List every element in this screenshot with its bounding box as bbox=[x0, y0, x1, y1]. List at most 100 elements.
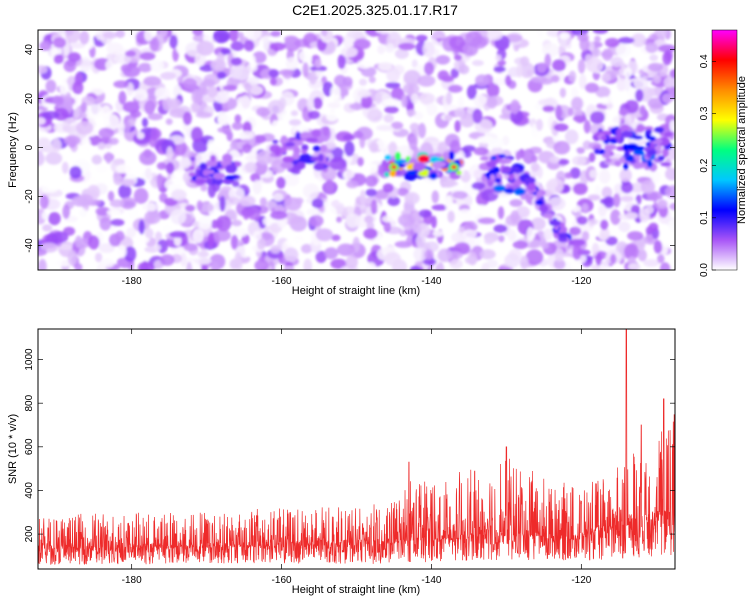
heatmap-cell bbox=[42, 224, 53, 232]
heatmap-feature-cell bbox=[535, 199, 544, 206]
heatmap-cell bbox=[38, 150, 44, 166]
heatmap-cell bbox=[625, 212, 639, 220]
heatmap-cell bbox=[122, 101, 140, 113]
heatmap-cell bbox=[543, 228, 553, 241]
heatmap-cell bbox=[217, 127, 232, 133]
heatmap-cell bbox=[290, 110, 299, 117]
heatmap-cell bbox=[647, 62, 664, 72]
heatmap-cell bbox=[118, 184, 132, 199]
heatmap-cell bbox=[497, 59, 507, 67]
heatmap-feature-cell bbox=[623, 162, 629, 171]
snr-panel: -180 -160 -140 -120 200 400 600 800 1000 Height… bbox=[7, 328, 676, 596]
heatmap-feature-cell bbox=[384, 154, 392, 161]
heatmap-cell bbox=[298, 50, 310, 62]
heatmap-cell bbox=[437, 248, 453, 263]
heatmap-cell bbox=[502, 135, 510, 146]
heatmap-cell bbox=[98, 127, 115, 139]
heatmap-feature-cell bbox=[524, 177, 536, 184]
heatmap-cell bbox=[359, 78, 367, 86]
heatmap-cell bbox=[336, 216, 342, 223]
heatmap-cell bbox=[170, 208, 187, 225]
heatmap-cell bbox=[452, 191, 468, 199]
heatmap-cell bbox=[416, 233, 426, 249]
heatmap-cell bbox=[337, 54, 346, 70]
heatmap-cell bbox=[464, 30, 483, 47]
heatmap-cell bbox=[594, 35, 601, 43]
heatmap-cell bbox=[230, 41, 244, 52]
heatmap-cell bbox=[107, 190, 115, 202]
heatmap-cell bbox=[608, 91, 620, 104]
heatmap-cell bbox=[306, 97, 315, 112]
heatmap-cell bbox=[398, 213, 415, 227]
heatmap-cell bbox=[568, 238, 586, 247]
heatmap-cell bbox=[653, 74, 662, 84]
heatmap-cell bbox=[346, 30, 365, 39]
heatmap-cell bbox=[73, 108, 80, 119]
heatmap-cell bbox=[631, 33, 647, 48]
heatmap-cell bbox=[356, 59, 372, 69]
heatmap-cell bbox=[613, 193, 621, 208]
heatmap-cell bbox=[51, 231, 69, 243]
heatmap-cell bbox=[207, 139, 216, 152]
heatmap-cell bbox=[45, 152, 63, 165]
heatmap-feature-cell bbox=[280, 161, 294, 169]
heatmap-feature-cell bbox=[660, 162, 672, 167]
heatmap-cell bbox=[515, 206, 531, 218]
heatmap-feature-cell bbox=[429, 172, 438, 180]
heatmap-cell bbox=[660, 262, 671, 270]
heatmap-feature-cell bbox=[498, 154, 506, 158]
heatmap-cell bbox=[572, 244, 582, 260]
heatmap-cell bbox=[509, 199, 523, 207]
heatmap-cell bbox=[610, 168, 618, 175]
heatmap-cell bbox=[113, 80, 130, 89]
heatmap-cell bbox=[38, 248, 47, 257]
heatmap-cell bbox=[369, 141, 379, 153]
heatmap-feature-cell bbox=[389, 170, 396, 177]
heatmap-cell bbox=[365, 206, 373, 218]
heatmap-cell bbox=[154, 244, 162, 251]
heatmap-cell bbox=[403, 69, 421, 86]
heatmap-feature-cell bbox=[394, 151, 402, 161]
heatmap-cell bbox=[413, 247, 428, 262]
heatmap-cell bbox=[196, 200, 203, 211]
heatmap-cell bbox=[473, 147, 489, 156]
heatmap-cell bbox=[150, 59, 165, 73]
heatmap-cell bbox=[657, 254, 665, 264]
heatmap-cell bbox=[324, 179, 335, 194]
heatmap-cell bbox=[572, 182, 588, 195]
heatmap-cell bbox=[589, 169, 598, 179]
heatmap-cell bbox=[623, 67, 633, 78]
heatmap-cell bbox=[599, 260, 610, 270]
heatmap-cell bbox=[192, 30, 204, 36]
heatmap-cell bbox=[85, 103, 104, 119]
heatmap-cell bbox=[365, 262, 377, 270]
heatmap-cell bbox=[623, 76, 631, 92]
heatmap-cell bbox=[357, 157, 364, 167]
heatmap-feature-cell bbox=[614, 160, 622, 167]
heatmap-feature-cell bbox=[292, 152, 300, 160]
heatmap-feature-cell bbox=[633, 149, 645, 156]
heatmap-cell bbox=[576, 216, 588, 225]
heatmap-cell bbox=[324, 247, 339, 260]
heatmap-cell bbox=[159, 254, 175, 266]
heatmap-cell bbox=[75, 121, 94, 135]
heatmap-cell bbox=[536, 30, 544, 38]
heatmap-cell bbox=[477, 217, 496, 225]
heatmap-cell bbox=[498, 235, 505, 243]
heatmap-cell bbox=[244, 161, 257, 173]
heatmap-cell bbox=[618, 37, 635, 44]
heatmap-cell bbox=[577, 33, 589, 42]
heatmap-cell bbox=[559, 32, 571, 40]
heatmap-cell bbox=[553, 259, 566, 270]
heatmap-cell bbox=[384, 105, 399, 114]
heatmap-cell bbox=[419, 92, 435, 105]
heatmap-cell bbox=[303, 258, 313, 270]
heatmap-cell bbox=[80, 101, 88, 113]
heatmap-feature-cell bbox=[282, 156, 295, 163]
heatmap-cell bbox=[466, 84, 477, 100]
heatmap-cell bbox=[69, 166, 82, 179]
y-tick-label: 20 bbox=[24, 93, 35, 105]
heatmap-cell bbox=[437, 141, 448, 154]
colorbar-tick-label: 0.1 bbox=[699, 210, 710, 224]
heatmap-cell bbox=[620, 195, 634, 202]
